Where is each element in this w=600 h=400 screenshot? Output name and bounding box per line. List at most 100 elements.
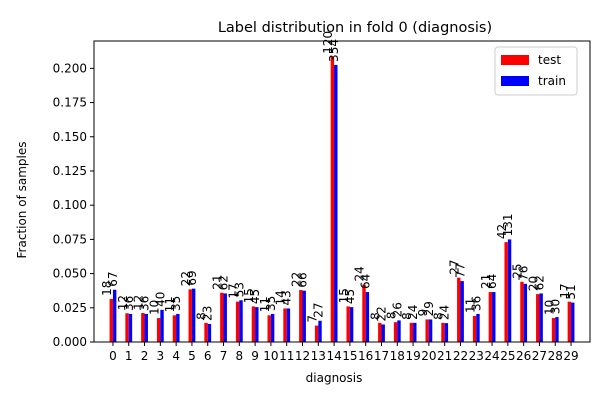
- x-tick-label: 28: [548, 349, 563, 363]
- bar-train-17: [381, 324, 385, 342]
- bar-train-11: [286, 308, 291, 342]
- legend-swatch-test: [501, 55, 529, 65]
- count-label-train-13: 27: [311, 303, 325, 318]
- count-label-test-18: 8: [384, 312, 398, 320]
- plot-frame: [93, 40, 591, 343]
- count-label-test-22: 27: [447, 259, 461, 274]
- bar-train-26: [523, 283, 528, 342]
- count-label-test-21: 8: [432, 312, 446, 320]
- count-label-test-8: 17: [226, 283, 240, 298]
- count-label-test-10: 11: [258, 297, 272, 312]
- count-label-test-11: 14: [274, 290, 288, 305]
- bar-test-3: [156, 318, 161, 342]
- count-label-train-21: 24: [438, 305, 452, 320]
- count-label-test-27: 20: [526, 276, 540, 291]
- bar-test-0: [109, 298, 113, 342]
- legend-label-test: test: [538, 53, 561, 67]
- count-label-test-3: 10: [147, 300, 161, 315]
- count-label-test-26: 25: [511, 264, 525, 279]
- bar-train-2: [144, 313, 148, 342]
- count-label-train-12: 66: [296, 272, 310, 287]
- x-tick-label: 24: [484, 349, 499, 363]
- count-label-train-3: 40: [153, 292, 167, 307]
- bar-train-16: [365, 292, 370, 342]
- count-label-test-17: 8: [368, 312, 382, 320]
- count-label-train-22: 77: [453, 263, 467, 278]
- bar-test-8: [235, 301, 240, 342]
- bar-test-27: [536, 294, 540, 342]
- legend: test train: [494, 46, 578, 96]
- x-tick-label: 16: [358, 349, 373, 363]
- y-axis-label: Fraction of samples: [15, 142, 29, 259]
- y-tick-label: 0.100: [53, 198, 87, 212]
- x-tick-label: 5: [188, 349, 196, 363]
- bar-test-5: [188, 289, 192, 342]
- bar-test-4: [172, 315, 177, 342]
- x-tick-label: 4: [172, 349, 180, 363]
- bar-train-28: [555, 317, 559, 342]
- count-label-train-7: 62: [217, 275, 231, 290]
- x-tick-label: 0: [109, 349, 117, 363]
- x-tick-label: 29: [563, 349, 578, 363]
- count-label-train-23: 36: [469, 296, 483, 311]
- count-label-test-15: 15: [337, 288, 351, 303]
- bar-train-10: [270, 313, 275, 342]
- bar-train-13: [318, 320, 322, 342]
- x-tick-label: 9: [251, 349, 259, 363]
- x-tick-label: 3: [157, 349, 165, 363]
- count-label-train-1: 36: [122, 296, 136, 311]
- chart-title: Label distribution in fold 0 (diagnosis): [218, 20, 492, 36]
- x-tick-label: 2: [141, 349, 149, 363]
- x-tick-label: 13: [311, 349, 326, 363]
- count-label-train-10: 35: [264, 296, 278, 311]
- x-tick-label: 14: [326, 349, 341, 363]
- x-tick-label: 15: [342, 349, 357, 363]
- count-label-test-4: 11: [163, 297, 177, 312]
- bar-train-9: [255, 307, 259, 342]
- bar-test-21: [441, 322, 445, 342]
- bar-train-0: [112, 289, 117, 342]
- x-tick-label: 27: [532, 349, 547, 363]
- count-label-test-9: 15: [242, 288, 256, 303]
- bar-train-27: [539, 293, 543, 342]
- x-tick-label: 21: [437, 349, 452, 363]
- count-label-train-0: 67: [106, 271, 120, 286]
- bar-test-25: [504, 242, 508, 342]
- count-label-test-20: 9: [416, 309, 430, 317]
- bar-test-1: [125, 313, 129, 342]
- count-label-test-13: 7: [305, 315, 319, 323]
- bar-test-20: [425, 319, 429, 342]
- bar-train-19: [413, 322, 417, 342]
- bar-test-12: [299, 290, 303, 342]
- bar-test-7: [220, 292, 224, 342]
- count-label-train-15: 45: [343, 289, 357, 304]
- y-tick-label: 0.175: [53, 96, 87, 110]
- count-label-train-28: 30: [548, 299, 562, 314]
- bar-train-18: [397, 320, 401, 342]
- bar-test-28: [551, 318, 556, 342]
- count-label-test-14: 120: [321, 31, 335, 54]
- bar-test-9: [251, 306, 256, 342]
- count-label-train-27: 62: [532, 275, 546, 290]
- count-label-test-25: 42: [495, 224, 509, 239]
- bar-train-23: [476, 313, 480, 342]
- bar-test-2: [141, 312, 145, 342]
- x-tick-label: 6: [204, 349, 212, 363]
- count-label-train-24: 64: [485, 274, 499, 289]
- bar-train-22: [460, 281, 464, 342]
- bar-train-21: [444, 323, 449, 342]
- x-axis: 0 1 2 3 4 5 6 7 8 9 10 11 12 13 14 15 16 17 18 19 20 21 22 23 24…: [109, 342, 579, 363]
- count-label-train-26: 76: [517, 266, 531, 281]
- count-label-test-12: 22: [290, 272, 304, 287]
- bar-train-7: [223, 293, 227, 342]
- count-label-train-9: 45: [248, 289, 262, 304]
- count-label-test-7: 21: [211, 274, 225, 289]
- bar-train-24: [492, 292, 496, 342]
- bar-train-1: [128, 313, 133, 342]
- count-label-test-6: 8: [195, 312, 209, 320]
- bar-test-13: [314, 325, 319, 342]
- x-tick-label: 23: [469, 349, 484, 363]
